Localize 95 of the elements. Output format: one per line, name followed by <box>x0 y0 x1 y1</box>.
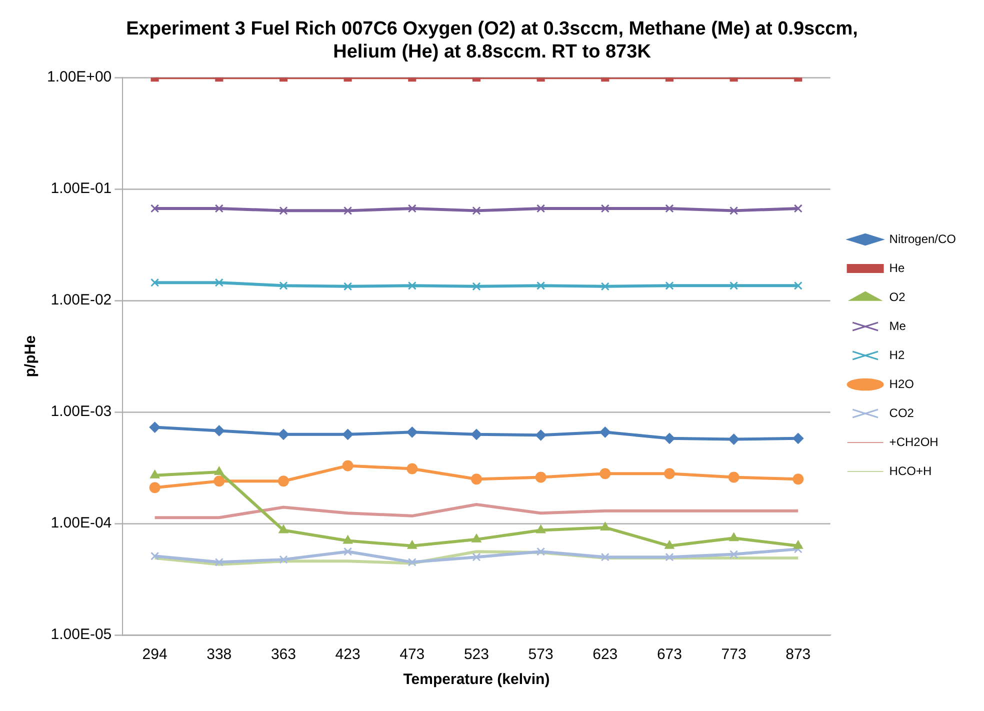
legend-label: HCO+H <box>889 464 932 478</box>
point <box>279 206 288 215</box>
point <box>600 468 611 480</box>
point <box>535 430 546 441</box>
point <box>600 204 610 213</box>
legend-label: Me <box>889 318 906 333</box>
point <box>665 204 674 213</box>
point <box>665 552 674 562</box>
point <box>730 281 738 290</box>
x-tick-label: 338 <box>206 646 232 664</box>
legend-label: H2 <box>889 348 905 362</box>
point <box>728 434 740 445</box>
point <box>406 463 418 474</box>
chart-title: Experiment 3 Fuel Rich 007C6 Oxygen (O2) at 0.3sccm, Methane (Me) at 0.9sccm, Helium (He) at 8.8sccm. RT to 873K <box>126 18 858 62</box>
point <box>342 535 353 544</box>
legend-label: +CH2OH <box>889 434 938 449</box>
point <box>214 204 224 213</box>
y-tick-label: 1.00E-01 <box>50 180 112 198</box>
point <box>470 474 482 485</box>
y-tick-label: 1.00E-04 <box>50 514 112 532</box>
point <box>214 476 225 487</box>
point <box>470 428 482 440</box>
point <box>214 278 224 287</box>
x-tick-label: 673 <box>656 646 682 664</box>
point <box>214 466 224 475</box>
point <box>278 476 289 487</box>
point <box>792 432 804 444</box>
point <box>730 206 738 215</box>
point <box>342 460 354 472</box>
point <box>664 432 675 444</box>
point <box>664 540 674 549</box>
point <box>344 282 352 291</box>
legend-label: CO2 <box>889 406 914 420</box>
point <box>149 422 160 433</box>
y-tick-label: 1.00E-02 <box>50 292 112 309</box>
point <box>150 204 160 213</box>
legend-label: Nitrogen/CO <box>889 232 956 246</box>
point <box>472 534 482 542</box>
point <box>150 552 160 560</box>
point <box>600 426 611 438</box>
point <box>344 547 352 556</box>
point <box>536 547 546 556</box>
point <box>536 204 546 213</box>
point <box>794 544 802 554</box>
x-tick-label: 773 <box>721 646 746 664</box>
point <box>472 552 481 562</box>
point <box>278 428 289 440</box>
point <box>536 281 546 290</box>
point <box>793 540 803 549</box>
y-tick-label: 1.00E-05 <box>50 626 112 644</box>
point <box>408 281 416 290</box>
point <box>665 281 674 290</box>
x-tick-label: 294 <box>142 646 168 664</box>
x-tick-label: 573 <box>528 646 554 664</box>
point <box>794 281 802 290</box>
point <box>149 482 160 494</box>
legend-label: H2O <box>889 376 914 391</box>
x-tick-label: 473 <box>400 646 425 664</box>
x-axis-title: Temperature (kelvin) <box>403 671 550 688</box>
point <box>728 472 740 483</box>
point <box>600 282 610 291</box>
point <box>150 278 160 287</box>
point <box>150 470 160 478</box>
point <box>214 425 225 436</box>
point <box>728 532 739 542</box>
y-tick-label: 1.00E+00 <box>46 68 112 86</box>
point <box>406 426 418 438</box>
point <box>472 206 481 215</box>
y-axis-title: p/pHe <box>22 335 40 378</box>
point <box>600 552 610 562</box>
point <box>472 282 481 291</box>
x-tick-label: 523 <box>464 646 489 664</box>
point <box>408 204 416 213</box>
point <box>214 558 224 566</box>
x-tick-label: 873 <box>786 646 811 664</box>
x-tick-label: 423 <box>335 646 360 664</box>
point <box>535 472 546 483</box>
point <box>408 558 416 566</box>
point <box>279 555 288 564</box>
point <box>730 550 738 559</box>
legend-label: He <box>889 260 905 275</box>
x-tick-label: 623 <box>592 646 618 664</box>
point <box>600 522 610 531</box>
y-tick-label: 1.00E-03 <box>50 403 112 420</box>
x-tick-label: 363 <box>270 646 296 664</box>
legend-label: O2 <box>889 290 906 304</box>
point <box>407 540 417 549</box>
point <box>344 206 352 215</box>
point <box>794 204 802 213</box>
point <box>279 281 288 290</box>
point <box>342 428 354 440</box>
point <box>278 524 288 534</box>
point <box>536 524 546 534</box>
point <box>792 474 804 485</box>
point <box>664 468 675 480</box>
